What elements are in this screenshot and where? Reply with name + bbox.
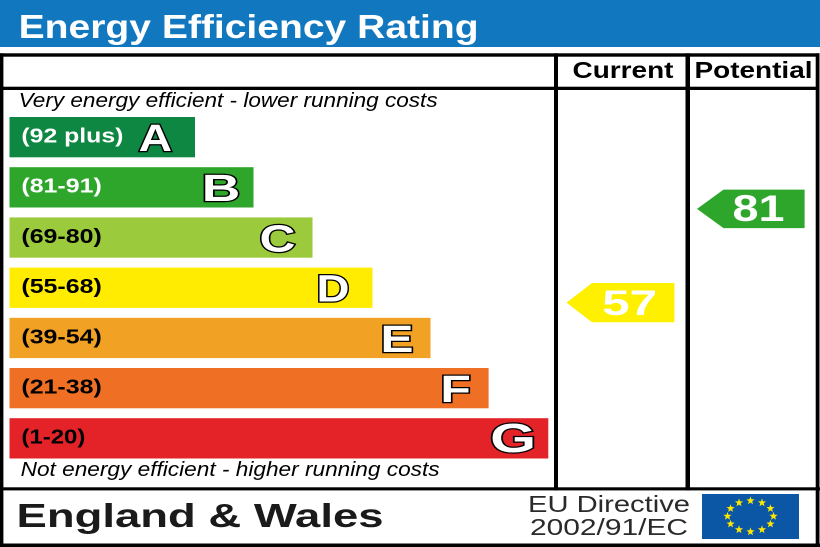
svg-text:C: C	[260, 218, 296, 260]
svg-text:Potential: Potential	[695, 57, 813, 83]
svg-text:(55-68): (55-68)	[21, 276, 101, 298]
svg-text:(92 plus): (92 plus)	[21, 126, 123, 148]
svg-text:(69-80): (69-80)	[21, 226, 101, 248]
svg-text:A: A	[139, 118, 173, 160]
svg-text:E: E	[381, 319, 414, 361]
svg-text:57: 57	[602, 284, 657, 323]
svg-text:B: B	[202, 168, 241, 210]
svg-text:81: 81	[733, 188, 785, 229]
svg-text:Not energy efficient - higher: Not energy efficient - higher running co…	[21, 459, 440, 481]
svg-text:D: D	[317, 269, 350, 311]
svg-text:EU Directive: EU Directive	[528, 491, 690, 517]
svg-text:England & Wales: England & Wales	[17, 497, 384, 534]
svg-text:Energy Efficiency Rating: Energy Efficiency Rating	[19, 8, 479, 45]
svg-text:Very energy efficient - lower: Very energy efficient - lower running co…	[19, 90, 438, 112]
svg-text:Current: Current	[573, 57, 674, 83]
svg-text:(81-91): (81-91)	[21, 176, 101, 198]
svg-text:2002/91/EC: 2002/91/EC	[530, 514, 688, 540]
svg-text:(21-38): (21-38)	[21, 377, 101, 399]
svg-text:F: F	[440, 369, 471, 411]
svg-text:(39-54): (39-54)	[21, 326, 101, 348]
svg-text:(1-20): (1-20)	[21, 427, 85, 449]
svg-text:G: G	[490, 415, 536, 461]
